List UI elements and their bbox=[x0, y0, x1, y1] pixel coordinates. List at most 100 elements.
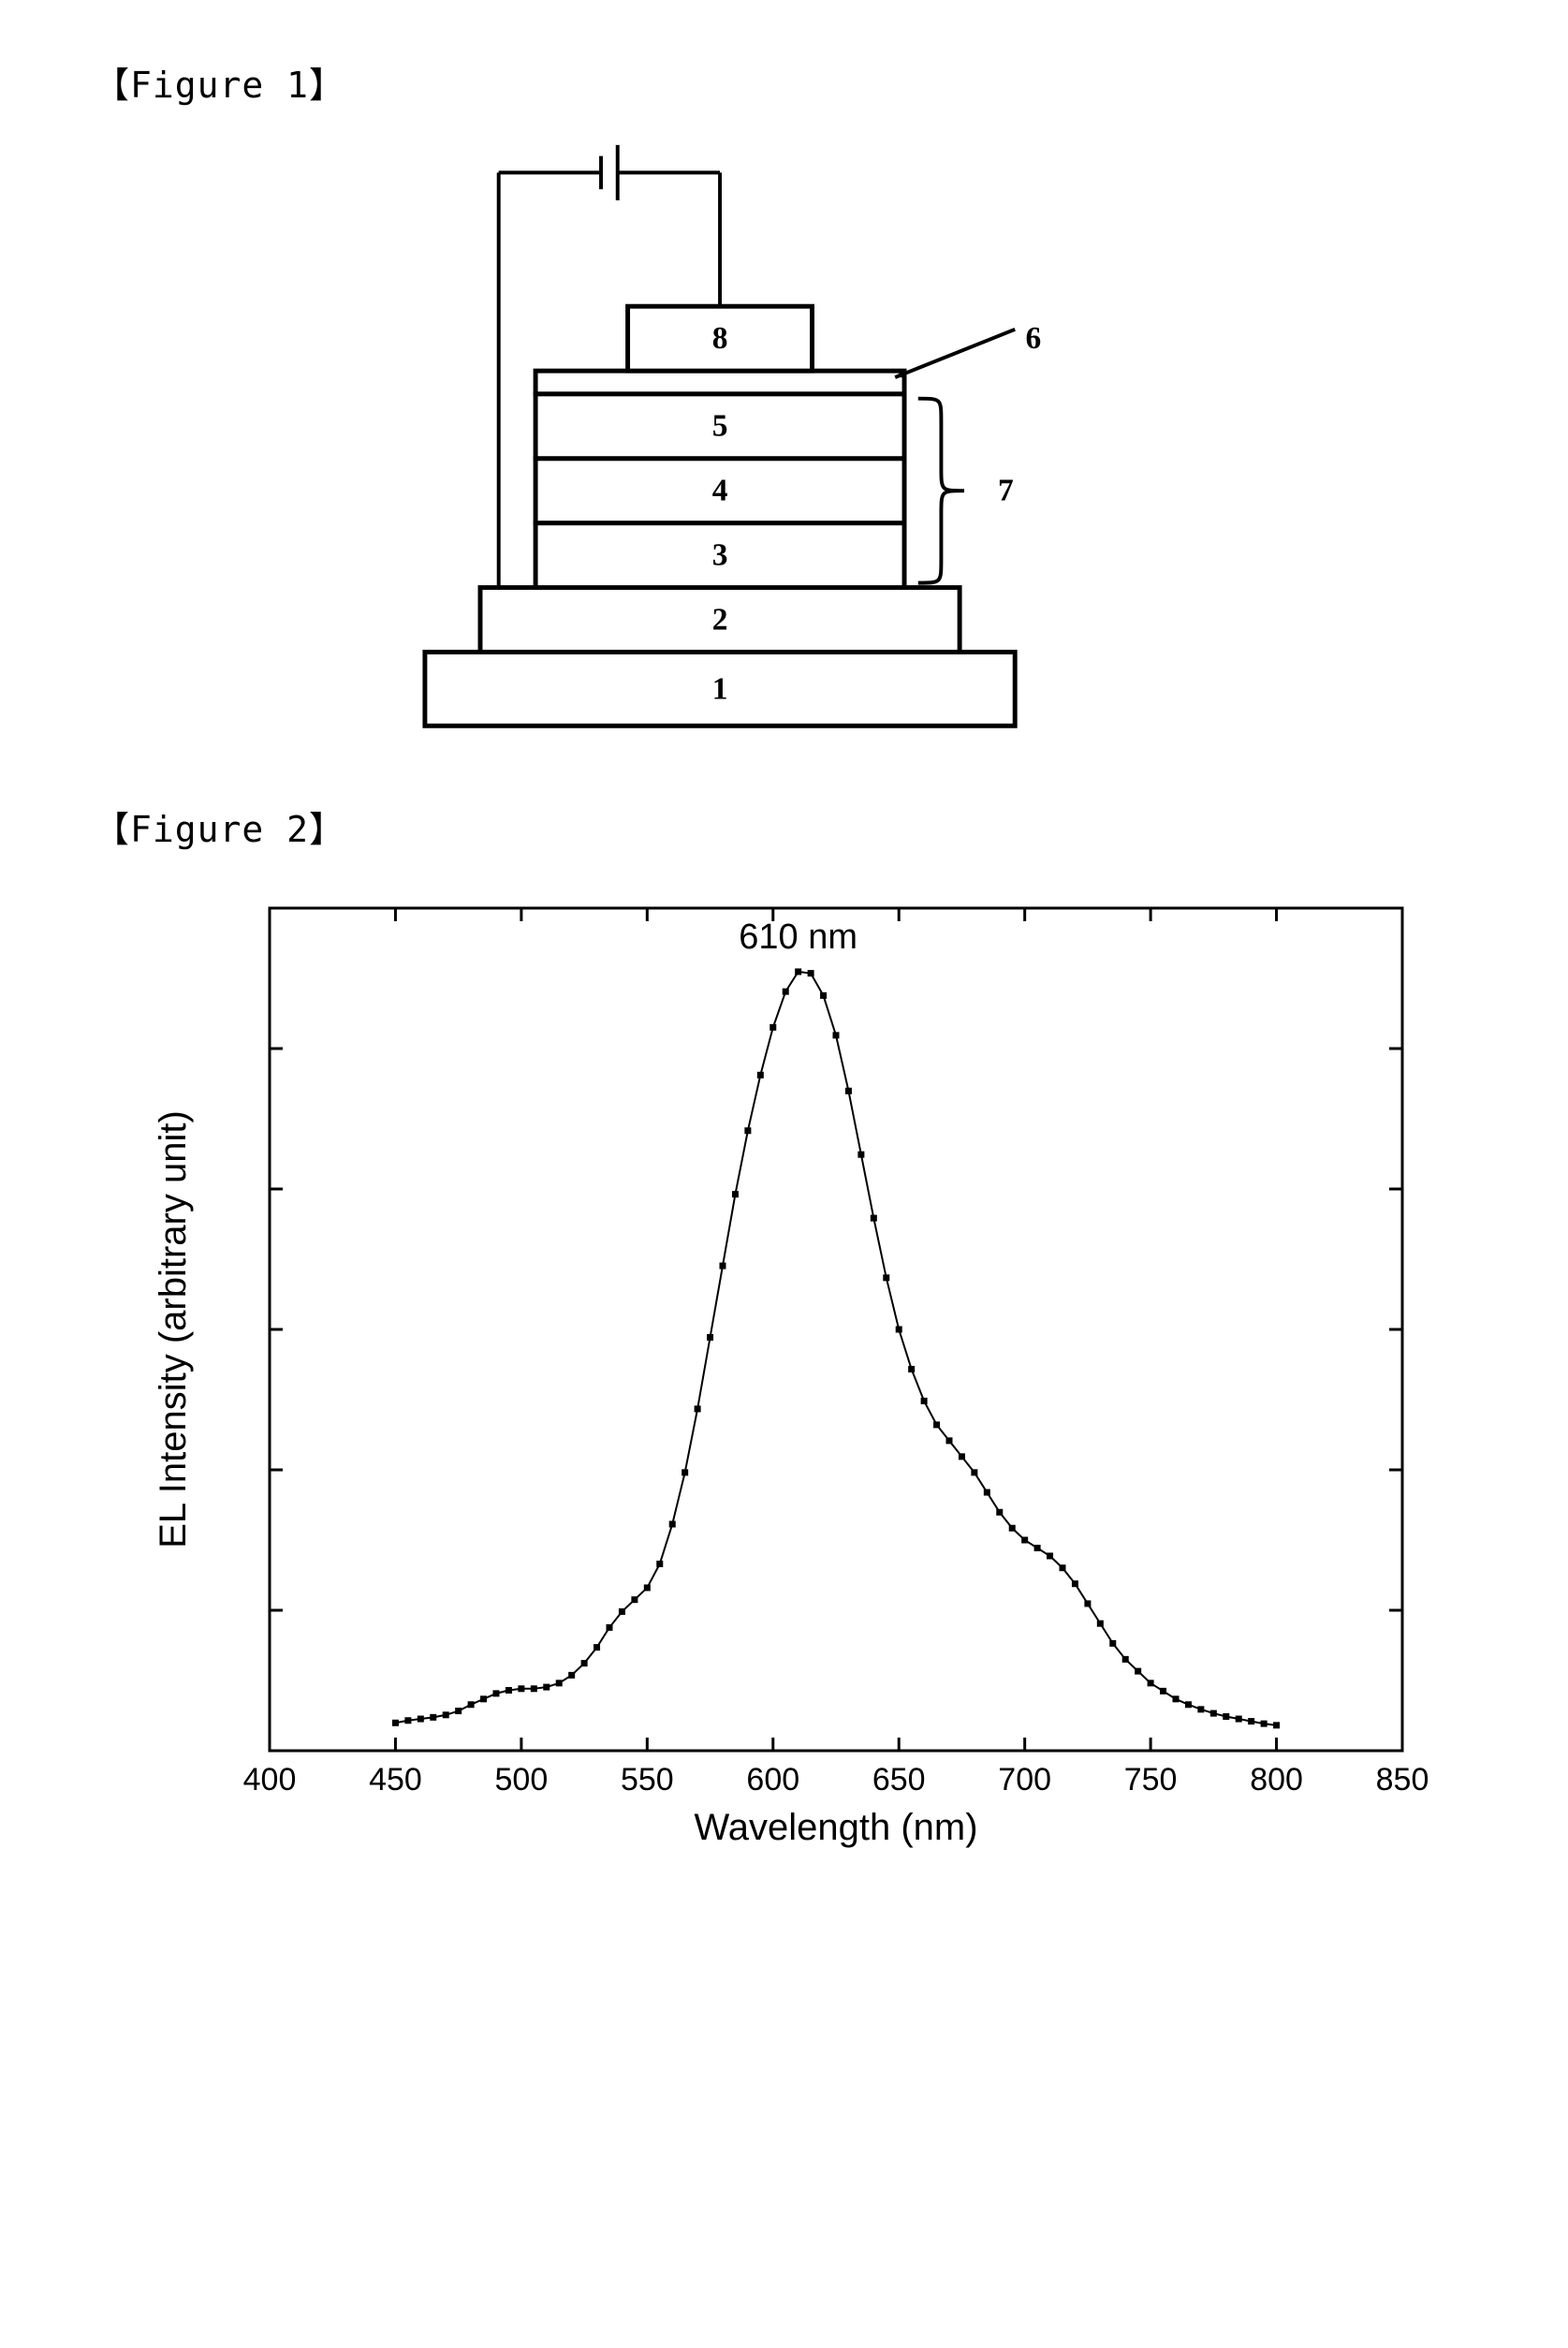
data-marker bbox=[996, 1509, 1003, 1516]
data-marker bbox=[756, 1072, 763, 1079]
data-marker bbox=[971, 1469, 977, 1475]
data-marker bbox=[983, 1490, 989, 1496]
data-marker bbox=[1047, 1552, 1053, 1559]
data-marker bbox=[455, 1708, 462, 1714]
data-marker bbox=[1121, 1656, 1128, 1663]
data-marker bbox=[857, 1152, 864, 1158]
data-marker bbox=[769, 1024, 776, 1031]
data-marker bbox=[555, 1680, 562, 1686]
peak-annotation: 610 nm bbox=[739, 917, 857, 957]
data-marker bbox=[518, 1685, 524, 1692]
data-marker bbox=[1235, 1716, 1241, 1723]
data-marker bbox=[1033, 1545, 1040, 1551]
data-marker bbox=[1172, 1695, 1179, 1702]
data-marker bbox=[1160, 1688, 1166, 1695]
data-marker bbox=[568, 1672, 575, 1679]
data-marker bbox=[643, 1584, 650, 1591]
data-marker bbox=[417, 1716, 423, 1723]
data-marker bbox=[870, 1215, 876, 1222]
data-marker bbox=[958, 1453, 964, 1460]
data-marker bbox=[668, 1521, 675, 1528]
el-spectrum-line bbox=[395, 972, 1276, 1725]
data-marker bbox=[1071, 1580, 1077, 1587]
data-marker bbox=[1273, 1722, 1280, 1728]
data-marker bbox=[807, 970, 813, 976]
data-marker bbox=[618, 1608, 624, 1615]
data-marker bbox=[920, 1398, 927, 1404]
data-marker bbox=[782, 989, 788, 995]
x-tick-label: 750 bbox=[1123, 1762, 1177, 1798]
data-marker bbox=[681, 1469, 688, 1475]
data-marker bbox=[795, 968, 801, 975]
data-marker bbox=[707, 1334, 713, 1341]
data-marker bbox=[1184, 1701, 1191, 1708]
data-marker bbox=[505, 1687, 511, 1694]
data-marker bbox=[1084, 1600, 1091, 1607]
data-marker bbox=[606, 1624, 612, 1631]
x-tick-label: 400 bbox=[242, 1762, 296, 1798]
x-tick-label: 800 bbox=[1250, 1762, 1303, 1798]
data-marker bbox=[1197, 1706, 1204, 1712]
brace-label-7: 7 bbox=[997, 474, 1013, 508]
figure2-label: 【Figure 2】 bbox=[94, 800, 1474, 852]
data-marker bbox=[1147, 1680, 1153, 1686]
data-marker bbox=[908, 1366, 915, 1372]
data-marker bbox=[530, 1685, 536, 1692]
figure1-label: 【Figure 1】 bbox=[94, 56, 1474, 108]
data-marker bbox=[442, 1711, 448, 1718]
device-layer-label-2: 2 bbox=[711, 603, 727, 638]
data-marker bbox=[430, 1714, 436, 1721]
data-marker bbox=[844, 1088, 851, 1094]
data-marker bbox=[945, 1437, 952, 1444]
figure2-svg: 400 450 500 550 600 650 700 750 800 850 Wavelengt… bbox=[129, 880, 1440, 1910]
device-layer-label-4: 4 bbox=[711, 474, 727, 508]
data-marker bbox=[391, 1720, 398, 1726]
data-marker bbox=[1096, 1621, 1103, 1627]
data-marker bbox=[492, 1690, 499, 1696]
figure2-chart: 400 450 500 550 600 650 700 750 800 850 Wavelengt… bbox=[129, 880, 1440, 1910]
data-marker bbox=[1248, 1718, 1254, 1724]
data-marker bbox=[694, 1405, 700, 1412]
x-tick-label: 850 bbox=[1375, 1762, 1429, 1798]
callout-label-6: 6 bbox=[1025, 321, 1041, 356]
data-marker bbox=[1021, 1537, 1028, 1544]
data-marker bbox=[731, 1191, 738, 1197]
device-layer-label-3: 3 bbox=[711, 538, 727, 573]
callout-line-6 bbox=[895, 330, 1015, 377]
data-marker bbox=[895, 1327, 901, 1333]
x-tick-label: 500 bbox=[494, 1762, 548, 1798]
data-marker bbox=[883, 1274, 889, 1281]
data-marker bbox=[933, 1421, 940, 1428]
data-marker bbox=[480, 1695, 487, 1702]
data-marker bbox=[631, 1596, 637, 1603]
data-marker bbox=[832, 1032, 839, 1038]
data-marker bbox=[1135, 1668, 1141, 1675]
data-marker bbox=[820, 992, 827, 999]
data-marker bbox=[404, 1717, 411, 1724]
data-marker bbox=[580, 1660, 587, 1666]
x-tick-label: 600 bbox=[746, 1762, 799, 1798]
data-marker bbox=[1260, 1721, 1267, 1727]
device-layer-label-5: 5 bbox=[711, 409, 727, 444]
x-tick-label: 450 bbox=[369, 1762, 422, 1798]
brace-icon bbox=[917, 399, 963, 583]
data-marker bbox=[1223, 1713, 1229, 1720]
device-layer-label-1: 1 bbox=[711, 671, 727, 706]
x-tick-label: 650 bbox=[872, 1762, 925, 1798]
x-tick-label: 550 bbox=[620, 1762, 673, 1798]
x-tick-label: 700 bbox=[998, 1762, 1051, 1798]
figure1-svg: 1 2 3 4 5 8 7 6 bbox=[363, 136, 1206, 744]
data-marker bbox=[1209, 1710, 1216, 1717]
device-layer-6 bbox=[535, 371, 904, 394]
data-marker bbox=[719, 1263, 725, 1269]
data-marker bbox=[744, 1127, 751, 1134]
device-layer-label-8: 8 bbox=[711, 321, 727, 356]
data-marker bbox=[593, 1644, 600, 1651]
data-marker bbox=[1059, 1564, 1065, 1571]
figure1-diagram: 1 2 3 4 5 8 7 6 bbox=[363, 136, 1206, 744]
y-axis-title: EL Intensity (arbitrary unit) bbox=[153, 1110, 194, 1548]
data-marker bbox=[543, 1684, 550, 1691]
x-axis-title: Wavelength (nm) bbox=[694, 1807, 977, 1848]
data-marker bbox=[1008, 1525, 1015, 1532]
data-marker bbox=[467, 1701, 474, 1708]
